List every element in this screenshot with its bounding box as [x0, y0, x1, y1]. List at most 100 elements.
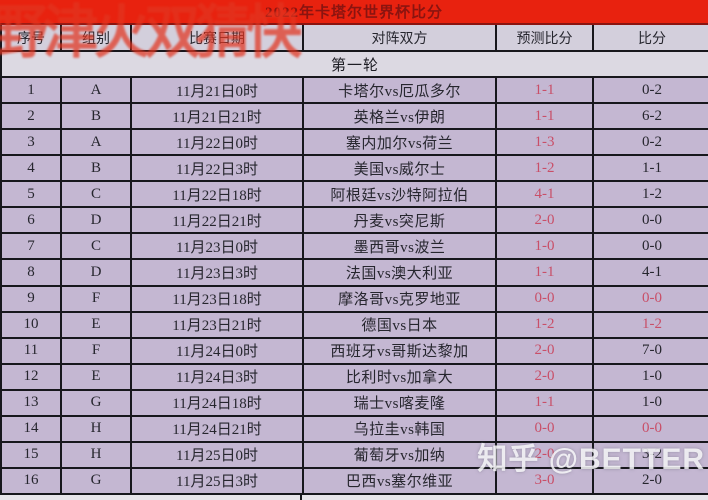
cell-index: 3 [2, 130, 62, 155]
cell-actual-score: 0-0 [642, 420, 662, 437]
table-row: 1 A 11月21日0时 卡塔尔vs厄瓜多尔 1-1 0-2 [2, 78, 708, 105]
table-row: 2 B 11月21日21时 英格兰vs伊朗 1-1 6-2 [2, 104, 708, 131]
cell-predicted-score: 1-1 [497, 260, 594, 285]
cell-date: 11月22日18时 [132, 182, 304, 207]
cell-teams: 阿根廷vs沙特阿拉伯 [304, 182, 497, 207]
cell-date: 11月25日0时 [132, 442, 304, 467]
table-row: 13 G 11月24日18时 瑞士vs喀麦隆 1-1 1-0 [2, 390, 708, 417]
cell-actual-score: 1-1 [642, 159, 662, 176]
cell-actual-score: 1-2 [642, 316, 662, 333]
column-divider-line [300, 495, 302, 500]
cell-predicted-score: 2-0 [497, 442, 594, 467]
table-row: 6 D 11月22日21时 丹麦vs突尼斯 2-0 0-0 [2, 208, 708, 235]
table-row: 9 F 11月23日18时 摩洛哥vs克罗地亚 0-0 0-0 [2, 286, 708, 313]
cell-group: G [62, 468, 132, 493]
cell-group: F [62, 286, 132, 311]
cell-predicted-score: 2-0 [497, 338, 594, 363]
cell-teams: 西班牙vs哥斯达黎加 [304, 338, 497, 363]
cell-date: 11月24日0时 [132, 338, 304, 363]
cell-date: 11月23日21时 [132, 312, 304, 337]
cell-index: 5 [2, 182, 62, 207]
column-header-teams: 对阵双方 [304, 25, 497, 50]
cell-predicted-score: 2-0 [497, 364, 594, 389]
cell-group: A [62, 78, 132, 103]
cell-group: D [62, 260, 132, 285]
cell-group: G [62, 390, 132, 415]
cell-predicted-score: 2-0 [497, 208, 594, 233]
cell-index: 7 [2, 234, 62, 259]
cell-date: 11月21日0时 [132, 78, 304, 103]
cell-group: H [62, 442, 132, 467]
cell-index: 16 [2, 468, 62, 493]
column-header-date: 比赛日期 [132, 25, 304, 50]
cell-group: F [62, 338, 132, 363]
cell-group: E [62, 312, 132, 337]
cell-teams: 英格兰vs伊朗 [304, 104, 497, 129]
cell-date: 11月21日21时 [132, 104, 304, 129]
cell-index: 2 [2, 104, 62, 129]
cell-actual-score: 1-0 [642, 368, 662, 385]
cell-actual-score: 3-2 [642, 446, 662, 463]
cell-actual-score: 0-2 [642, 133, 662, 150]
cell-actual-score: 0-0 [642, 290, 662, 307]
section-round-label: 第一轮 [0, 52, 708, 78]
cell-index: 4 [2, 156, 62, 181]
cell-date: 11月23日18时 [132, 286, 304, 311]
cell-actual-score: 7-0 [642, 342, 662, 359]
cell-teams: 巴西vs塞尔维亚 [304, 468, 497, 493]
cell-index: 15 [2, 442, 62, 467]
cell-predicted-score: 1-2 [497, 312, 594, 337]
cell-index: 9 [2, 286, 62, 311]
cell-index: 11 [2, 338, 62, 363]
cell-actual-score: 4-1 [642, 263, 662, 280]
cell-index: 12 [2, 364, 62, 389]
cell-actual-score: 1-2 [642, 185, 662, 202]
cell-group: E [62, 364, 132, 389]
table-row: 4 B 11月22日3时 美国vs威尔士 1-2 1-1 [2, 156, 708, 183]
cell-predicted-score: 1-2 [497, 156, 594, 181]
cell-date: 11月24日21时 [132, 416, 304, 441]
table-row: 16 G 11月25日3时 巴西vs塞尔维亚 3-0 2-0 [2, 468, 708, 495]
cell-teams: 丹麦vs突尼斯 [304, 208, 497, 233]
cell-index: 13 [2, 390, 62, 415]
next-section-row-partial [0, 495, 708, 500]
cell-teams: 墨西哥vs波兰 [304, 234, 497, 259]
table-row: 15 H 11月25日0时 葡萄牙vs加纳 2-0 3-2 [2, 442, 708, 469]
cell-teams: 瑞士vs喀麦隆 [304, 390, 497, 415]
cell-group: B [62, 104, 132, 129]
cell-teams: 比利时vs加拿大 [304, 364, 497, 389]
cell-actual-score: 0-0 [642, 237, 662, 254]
cell-actual-score: 1-0 [642, 394, 662, 411]
cell-teams: 法国vs澳大利亚 [304, 260, 497, 285]
cell-index: 6 [2, 208, 62, 233]
cell-date: 11月23日3时 [132, 260, 304, 285]
cell-teams: 塞内加尔vs荷兰 [304, 130, 497, 155]
cell-predicted-score: 1-1 [497, 78, 594, 103]
cell-predicted-score: 1-3 [497, 130, 594, 155]
cell-group: B [62, 156, 132, 181]
cell-group: A [62, 130, 132, 155]
cell-date: 11月22日3时 [132, 156, 304, 181]
cell-date: 11月22日21时 [132, 208, 304, 233]
table-body: 1 A 11月21日0时 卡塔尔vs厄瓜多尔 1-1 0-2 2 B 11月21… [0, 78, 708, 495]
cell-predicted-score: 1-0 [497, 234, 594, 259]
table-row: 14 H 11月24日21时 乌拉圭vs韩国 0-0 0-0 [2, 416, 708, 443]
cell-predicted-score: 1-1 [497, 390, 594, 415]
column-header-score: 比分 [638, 31, 666, 47]
cell-date: 11月22日0时 [132, 130, 304, 155]
cell-teams: 德国vs日本 [304, 312, 497, 337]
cell-predicted-score: 0-0 [497, 416, 594, 441]
cell-date: 11月24日3时 [132, 364, 304, 389]
cell-predicted-score: 3-0 [497, 468, 594, 493]
cell-actual-score: 0-0 [642, 211, 662, 228]
cell-teams: 摩洛哥vs克罗地亚 [304, 286, 497, 311]
cell-group: C [62, 234, 132, 259]
cell-group: C [62, 182, 132, 207]
cell-index: 14 [2, 416, 62, 441]
cell-predicted-score: 1-1 [497, 104, 594, 129]
cell-teams: 美国vs威尔士 [304, 156, 497, 181]
page-title: 2022年卡塔尔世界杯比分 [0, 0, 708, 25]
cell-predicted-score: 0-0 [497, 286, 594, 311]
cell-group: D [62, 208, 132, 233]
